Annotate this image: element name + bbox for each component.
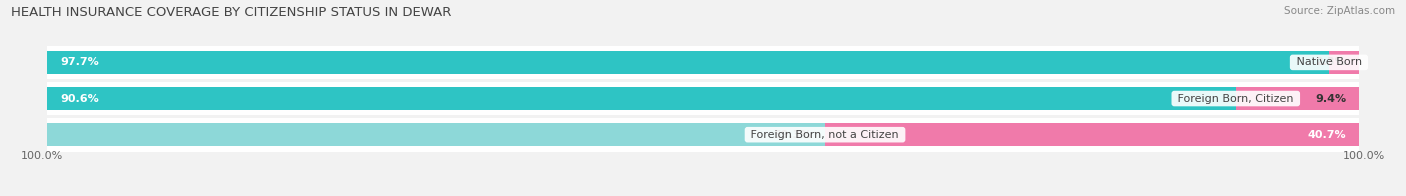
Text: 90.6%: 90.6% (60, 93, 98, 103)
Bar (46, 82, 1360, 115)
Bar (825, 123, 1360, 146)
Text: 59.3%: 59.3% (773, 130, 811, 140)
Bar (46, 87, 1236, 110)
Text: Foreign Born, not a Citizen: Foreign Born, not a Citizen (748, 130, 903, 140)
Text: 97.7%: 97.7% (60, 57, 98, 67)
Text: Native Born: Native Born (1292, 57, 1365, 67)
Text: Source: ZipAtlas.com: Source: ZipAtlas.com (1284, 6, 1395, 16)
Bar (46, 123, 825, 146)
Text: 9.4%: 9.4% (1315, 93, 1346, 103)
Text: 2.3%: 2.3% (1315, 57, 1346, 67)
Bar (1329, 51, 1360, 74)
Text: 100.0%: 100.0% (1343, 151, 1385, 161)
Text: Foreign Born, Citizen: Foreign Born, Citizen (1174, 93, 1298, 103)
Bar (46, 46, 1360, 79)
Bar (46, 51, 1329, 74)
Text: 40.7%: 40.7% (1308, 130, 1346, 140)
Text: HEALTH INSURANCE COVERAGE BY CITIZENSHIP STATUS IN DEWAR: HEALTH INSURANCE COVERAGE BY CITIZENSHIP… (11, 6, 451, 19)
Bar (46, 118, 1360, 152)
Bar (1236, 87, 1360, 110)
Text: 100.0%: 100.0% (21, 151, 63, 161)
